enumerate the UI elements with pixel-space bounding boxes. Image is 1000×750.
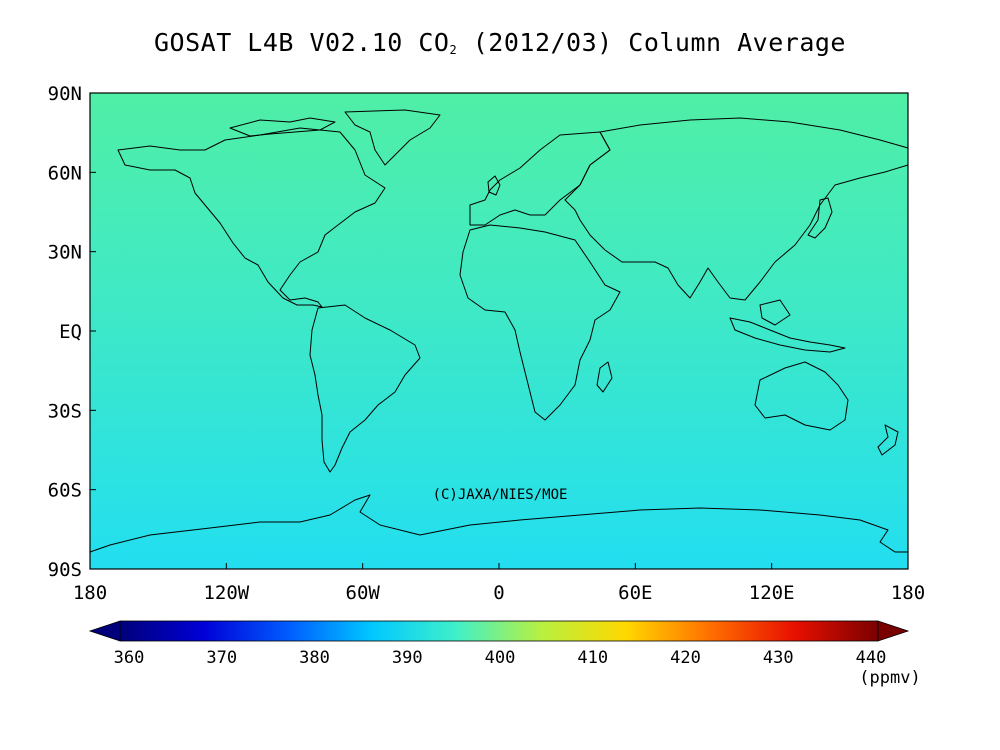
colorbar-tick-label: 430 — [763, 648, 794, 668]
colorbar-tick-label: 410 — [577, 648, 608, 668]
colorbar: 360 370 380 390 400 410 420 430 440 (ppmv) — [88, 620, 921, 688]
madagascar-coast — [596, 361, 613, 393]
title-text-main: GOSAT L4B V02.10 CO — [153, 28, 450, 57]
coastlines — [89, 109, 909, 553]
lon-tick-label: 180 — [73, 582, 107, 604]
lat-tick-label: EQ — [59, 321, 82, 343]
lat-tick-label: 30S — [48, 400, 82, 422]
new-zealand-coast — [877, 424, 899, 456]
colorbar-tick-label: 360 — [114, 648, 145, 668]
british-isles — [487, 175, 501, 196]
north-america-coast — [117, 127, 386, 308]
australia-coast — [754, 361, 849, 431]
lat-tick-label: 90N — [48, 83, 82, 105]
lat-tick-label: 90S — [48, 559, 82, 581]
colorbar-tick-label: 390 — [392, 648, 423, 668]
title-text-rest: (2012/03) Column Average — [457, 28, 846, 57]
title-subscript: 2 — [449, 43, 458, 57]
lon-tick-label: 0 — [493, 582, 504, 604]
colorbar-bar — [119, 620, 879, 642]
lon-tick-label: 60E — [618, 582, 652, 604]
lat-tick-label: 60S — [48, 480, 82, 502]
map-title: GOSAT L4B V02.10 CO2 (2012/03) Column Av… — [0, 28, 1000, 57]
lat-tick-label: 30N — [48, 242, 82, 264]
arctic-islands — [229, 117, 336, 137]
greenland-coast — [344, 109, 441, 166]
africa-coast — [459, 224, 621, 421]
lon-tick-label: 120E — [749, 582, 795, 604]
copyright-credit: (C)JAXA/NIES/MOE — [433, 487, 568, 503]
colorbar-unit: (ppmv) — [859, 668, 920, 688]
lat-tick-label: 60N — [48, 162, 82, 184]
colorbar-ticks: 360 370 380 390 400 410 420 430 440 — [114, 648, 887, 668]
colorbar-tick-label: 380 — [299, 648, 330, 668]
colorbar-tick-label: 370 — [206, 648, 237, 668]
japan-coast — [807, 197, 833, 239]
colorbar-tick-label: 400 — [485, 648, 516, 668]
colorbar-tick-label: 440 — [856, 648, 887, 668]
lon-tick-label: 180 — [891, 582, 925, 604]
antarctica-coast — [89, 494, 908, 553]
lon-tick-label: 60W — [346, 582, 381, 604]
lon-tick-label: 120W — [203, 582, 249, 604]
south-america-coast — [309, 304, 421, 473]
colorbar-tick-label: 420 — [670, 648, 701, 668]
borneo-coast — [759, 299, 791, 326]
colorbar-high-arrow — [877, 620, 910, 642]
colorbar-low-arrow — [88, 620, 121, 642]
indonesia-islands — [729, 317, 846, 353]
asia-coast — [564, 117, 909, 301]
